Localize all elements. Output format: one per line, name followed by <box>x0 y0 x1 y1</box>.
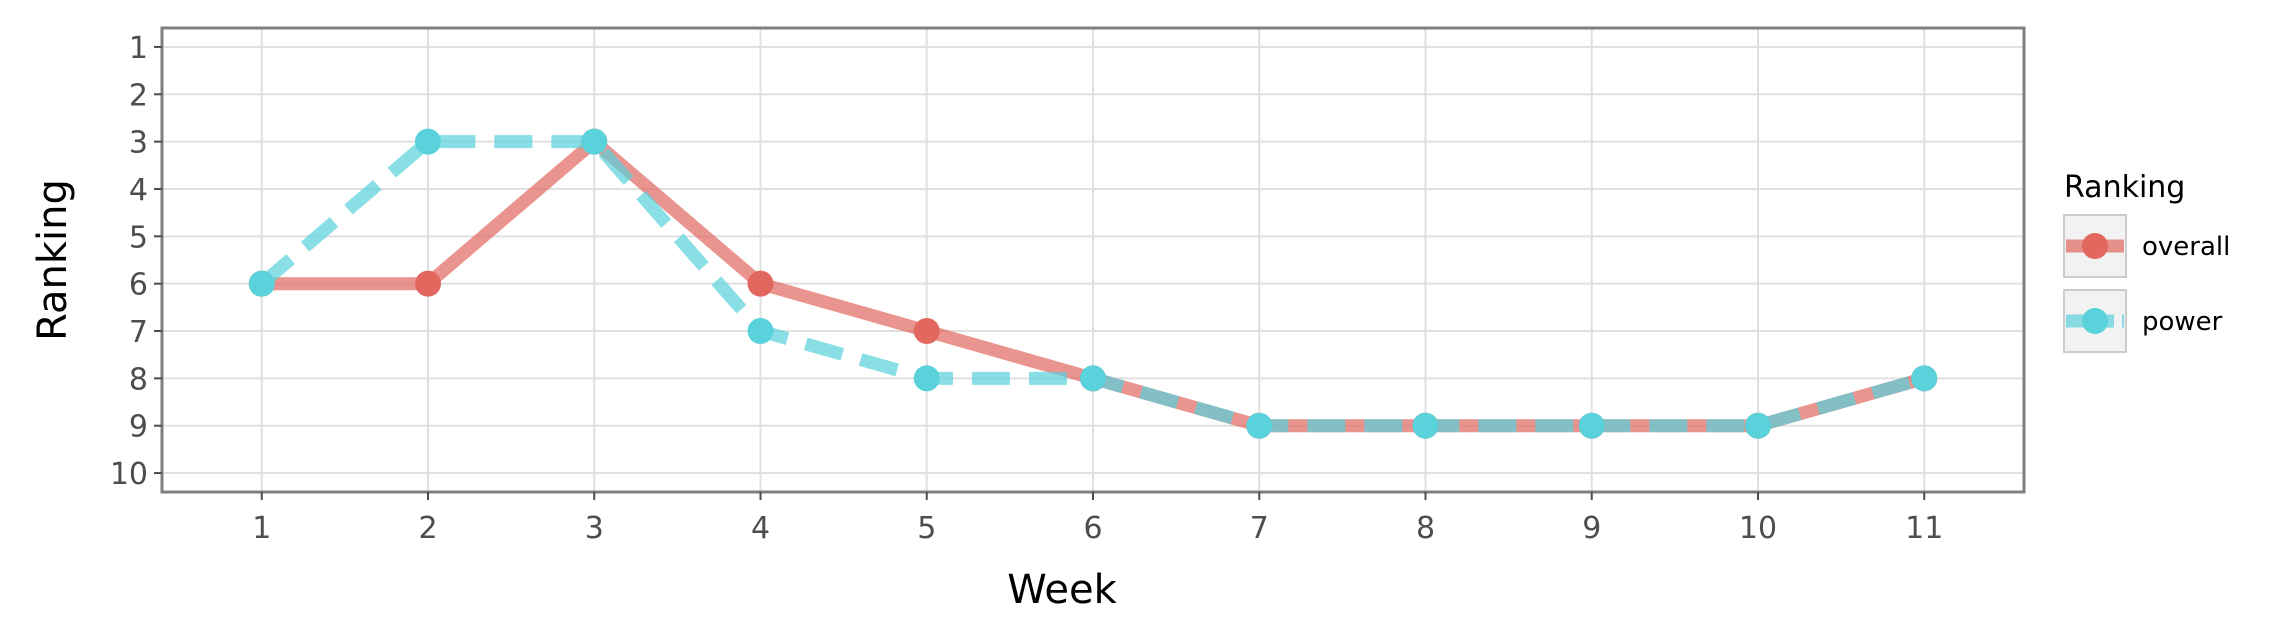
data-point-power <box>581 128 608 155</box>
y-axis-title: Ranking <box>30 179 76 341</box>
data-point-power <box>1911 365 1938 392</box>
legend-item-power: power <box>2063 289 2223 353</box>
series-layer <box>248 128 1938 439</box>
x-tick-label: 5 <box>917 511 936 546</box>
x-axis: 1 2 3 4 5 6 7 8 9 10 11 <box>252 492 1943 546</box>
y-tick-label: 6 <box>129 268 148 303</box>
x-tick-label: 9 <box>1582 511 1601 546</box>
data-point-overall <box>415 270 441 297</box>
grid-lines <box>162 28 2024 492</box>
data-point-overall <box>913 318 940 345</box>
y-tick-label: 5 <box>129 220 148 255</box>
legend-key-point <box>2082 308 2108 334</box>
data-point-overall <box>747 270 774 297</box>
x-tick-label: 11 <box>1905 511 1943 546</box>
data-point-power <box>415 128 441 155</box>
x-tick-label: 1 <box>252 511 271 546</box>
y-axis: 1 2 3 4 5 6 7 8 9 10 <box>110 31 162 492</box>
legend-label: power <box>2142 307 2223 337</box>
x-tick-label: 4 <box>751 511 770 546</box>
data-point-power <box>248 270 275 297</box>
data-point-power <box>1080 365 1106 392</box>
y-tick-label: 8 <box>129 362 148 397</box>
x-tick-label: 10 <box>1739 511 1777 546</box>
legend: Ranking overall power <box>2063 170 2230 353</box>
y-tick-label: 3 <box>129 126 148 161</box>
legend-item-overall: overall <box>2063 214 2230 278</box>
legend-key-point <box>2082 233 2108 259</box>
y-tick-label: 1 <box>129 31 148 66</box>
data-point-power <box>913 365 940 392</box>
y-tick-label: 9 <box>129 410 148 445</box>
data-point-power <box>1745 412 1771 439</box>
data-point-power <box>1412 412 1439 439</box>
data-point-power <box>1246 412 1273 439</box>
legend-title: Ranking <box>2064 170 2185 205</box>
x-tick-label: 7 <box>1250 511 1269 546</box>
x-tick-label: 3 <box>585 511 604 546</box>
legend-label: overall <box>2142 232 2230 262</box>
y-tick-label: 2 <box>129 78 148 113</box>
y-tick-label: 4 <box>129 173 148 208</box>
x-tick-label: 6 <box>1083 511 1102 546</box>
x-tick-label: 2 <box>418 511 437 546</box>
y-tick-label: 7 <box>129 315 148 350</box>
data-point-power <box>1578 412 1605 439</box>
y-tick-label: 10 <box>110 457 148 492</box>
x-axis-title: Week <box>1007 567 1117 613</box>
x-tick-label: 8 <box>1416 511 1435 546</box>
data-point-power <box>747 318 774 345</box>
